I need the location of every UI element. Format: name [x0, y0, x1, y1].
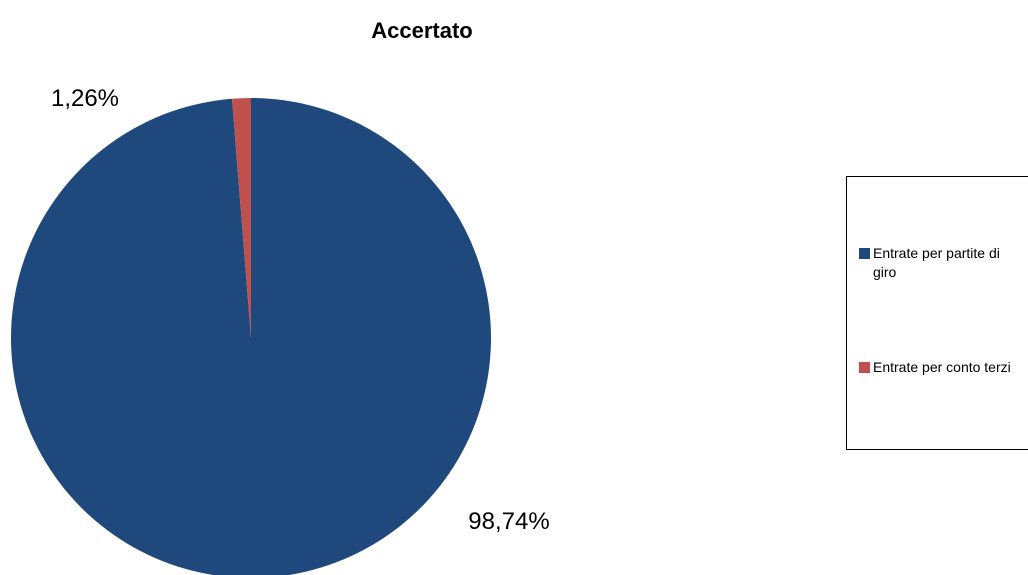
data-labels: 98,74% 1,26% [51, 85, 550, 535]
legend-label-2: Entrate per conto terzi [873, 359, 1011, 375]
pie-slice-2 [232, 98, 251, 338]
legend-label-1: Entrate per partite di giro [873, 245, 1000, 280]
chart-title: Accertato [371, 18, 472, 43]
data-label-2: 1,26% [51, 85, 119, 112]
legend-swatch-2 [859, 362, 870, 373]
legend: Entrate per partite di giro Entrate per co… [846, 176, 1028, 450]
legend-frame [846, 176, 1028, 450]
pie-slice-1 [11, 98, 491, 575]
data-label-1: 98,74% [468, 508, 549, 535]
pie-slices [11, 98, 491, 575]
legend-swatch-1 [859, 248, 870, 259]
